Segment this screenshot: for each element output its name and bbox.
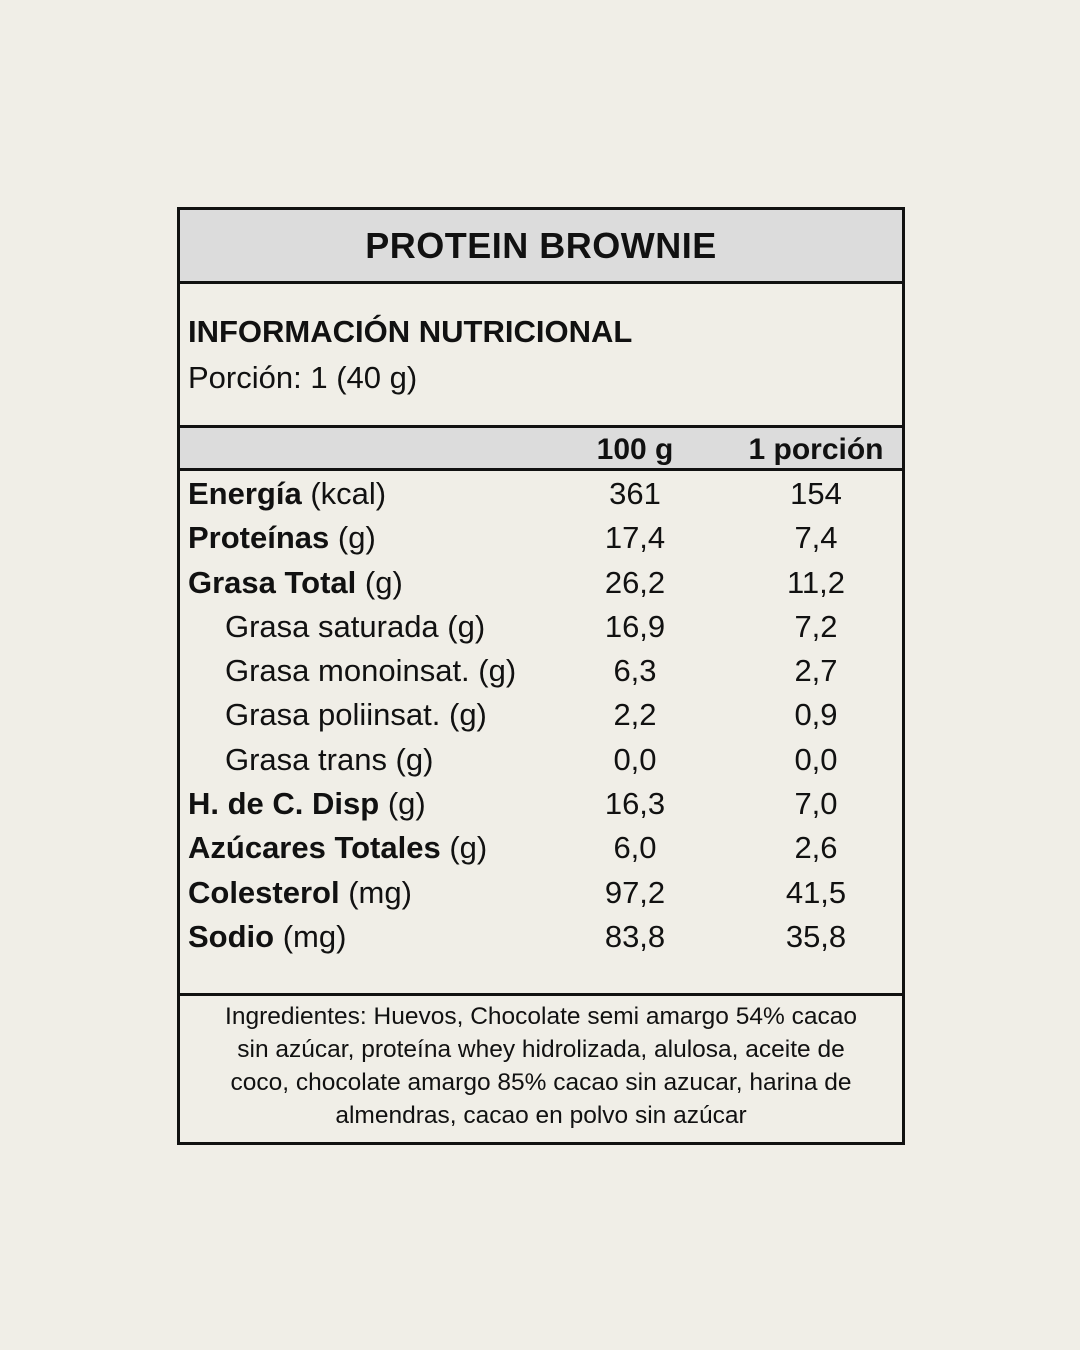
nutrient-value-100g: 6,3: [613, 653, 657, 689]
nutrient-value-portion: 11,2: [786, 564, 846, 600]
nutrient-name: Energía (kcal): [188, 476, 387, 511]
nutrient-value-portion: 154: [790, 476, 842, 511]
nutrient-name: Azúcares Totales (g): [188, 830, 488, 866]
nutrient-row-grasa-monoinsat: Grasa monoinsat. (g) 6,3 2,7: [180, 651, 902, 695]
portion-size: Porción: 1 (40 g): [188, 360, 418, 395]
column-header-portion: 1 porción: [748, 433, 884, 466]
nutrient-value-100g: 361: [609, 476, 661, 511]
nutrient-name: Grasa trans (g): [225, 741, 434, 777]
nutrient-row-hc-disp: H. de C. Disp (g) 16,3 7,0: [180, 784, 902, 828]
nutrient-table: Energía (kcal) 361 154 Proteínas (g) 17,…: [180, 474, 902, 961]
nutrient-value-portion: 7,2: [794, 608, 838, 644]
ingredients-text: Ingredientes: Huevos, Chocolate semi ama…: [180, 993, 902, 1132]
nutrient-value-portion: 2,7: [794, 653, 838, 689]
nutrient-name: Sodio (mg): [188, 918, 347, 954]
ingredients-line: almendras, cacao en polvo sin azúcar: [335, 1102, 747, 1129]
nutrient-name: H. de C. Disp (g): [188, 786, 426, 822]
nutrition-label: PROTEIN BROWNIE INFORMACIÓN NUTRICIONAL …: [177, 207, 905, 1145]
info-heading: INFORMACIÓN NUTRICIONAL: [188, 314, 633, 349]
nutrient-row-sodio: Sodio (mg) 83,8 35,8: [180, 917, 902, 961]
nutrient-value-100g: 83,8: [604, 918, 666, 954]
product-title: PROTEIN BROWNIE: [365, 224, 717, 266]
nutrient-row-grasa-poliinsat: Grasa poliinsat. (g) 2,2 0,9: [180, 695, 902, 739]
ingredients-line: coco, chocolate amargo 85% cacao sin azu…: [230, 1069, 852, 1096]
nutrient-value-portion: 0,9: [794, 697, 838, 733]
ingredients-line: sin azúcar, proteína whey hidrolizada, a…: [237, 1036, 845, 1063]
nutrient-value-100g: 16,9: [604, 608, 666, 644]
nutrient-name: Grasa poliinsat. (g): [225, 697, 487, 733]
title-bar: PROTEIN BROWNIE: [180, 210, 902, 284]
nutrient-row-proteinas: Proteínas (g) 17,4 7,4: [180, 518, 902, 562]
nutrient-value-100g: 0,0: [613, 741, 657, 777]
nutrient-value-portion: 0,0: [794, 741, 838, 777]
nutrient-value-100g: 6,0: [613, 830, 657, 866]
nutrient-value-100g: 2,2: [613, 697, 657, 733]
nutrient-value-portion: 7,0: [794, 786, 838, 822]
nutrient-value-portion: 41,5: [785, 874, 847, 910]
nutrient-value-100g: 26,2: [604, 564, 666, 600]
nutrient-row-colesterol: Colesterol (mg) 97,2 41,5: [180, 873, 902, 917]
nutrient-row-azucares: Azúcares Totales (g) 6,0 2,6: [180, 828, 902, 872]
column-header-100g: 100 g: [596, 433, 674, 466]
nutrient-name: Grasa saturada (g): [225, 608, 486, 644]
column-header: 100 g 1 porción: [180, 425, 902, 471]
nutrient-value-100g: 17,4: [604, 520, 666, 556]
nutrient-name: Colesterol (mg): [188, 874, 412, 910]
nutrient-value-portion: 2,6: [794, 830, 838, 866]
nutrient-row-grasa-total: Grasa Total (g) 26,2 11,2: [180, 563, 902, 607]
ingredients-line: Ingredientes: Huevos, Chocolate semi ama…: [225, 1003, 857, 1030]
nutrient-row-grasa-saturada: Grasa saturada (g) 16,9 7,2: [180, 607, 902, 651]
nutrient-row-grasa-trans: Grasa trans (g) 0,0 0,0: [180, 740, 902, 784]
nutrient-value-100g: 97,2: [604, 874, 666, 910]
nutrient-value-portion: 35,8: [785, 918, 847, 954]
nutrient-value-portion: 7,4: [794, 520, 838, 556]
nutrient-row-energia: Energía (kcal) 361 154: [180, 474, 902, 518]
nutrient-name: Proteínas (g): [188, 520, 376, 556]
nutrient-name: Grasa monoinsat. (g): [225, 653, 517, 689]
nutrient-value-100g: 16,3: [604, 786, 666, 822]
nutrient-name: Grasa Total (g): [188, 564, 403, 600]
